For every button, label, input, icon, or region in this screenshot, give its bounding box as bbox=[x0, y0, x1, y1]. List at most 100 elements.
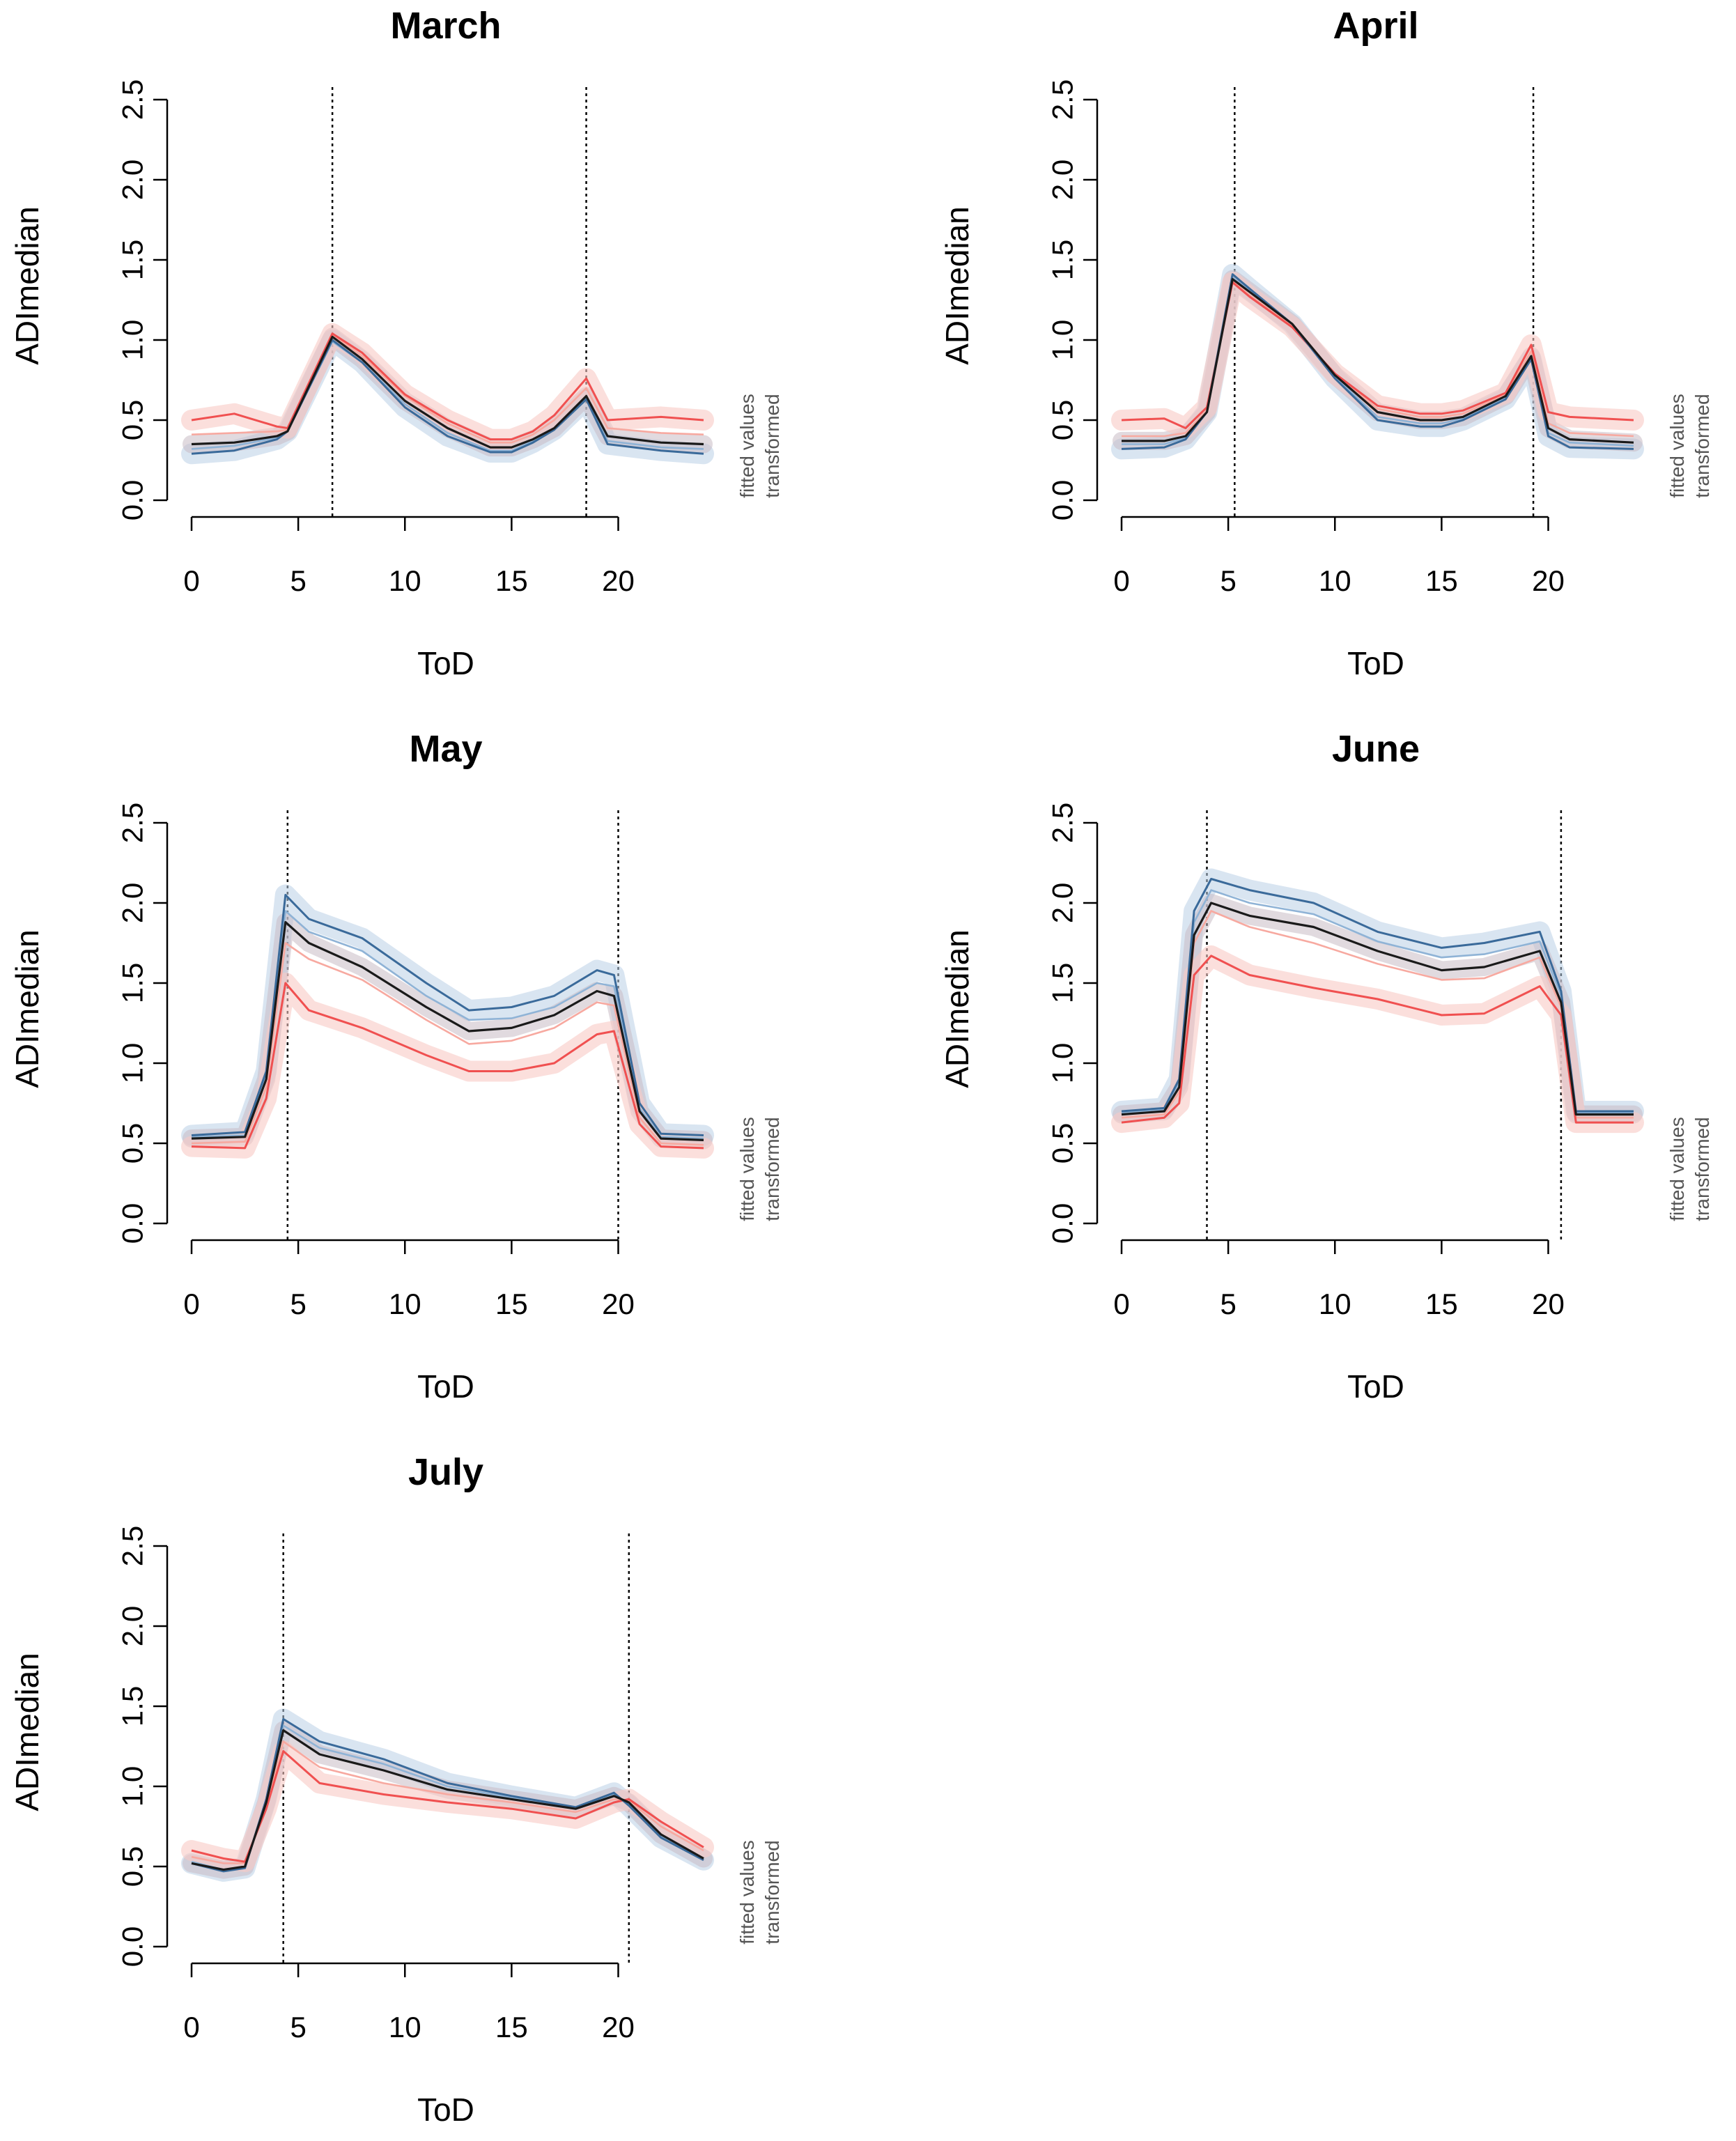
y-tick-label: 0.5 bbox=[116, 400, 149, 440]
y-axis-label: ADImedian bbox=[9, 1653, 45, 1811]
y-tick-label: 0.0 bbox=[116, 1926, 149, 1967]
y-tick-label: 2.0 bbox=[116, 1606, 149, 1646]
y-tick-label: 2.0 bbox=[1046, 160, 1079, 200]
side-label-transformed: transformed bbox=[1691, 394, 1713, 497]
x-tick-label: 10 bbox=[1319, 1288, 1351, 1320]
y-tick-label: 1.5 bbox=[116, 240, 149, 280]
x-tick-label: 15 bbox=[495, 1288, 528, 1320]
y-tick-label: 2.5 bbox=[1046, 79, 1079, 120]
chart-panel-june: June 0.0 0.5 1.0 1.5 2.0 2.5 0 5 10 15 20 ToD ADImedi… bbox=[939, 728, 1713, 1405]
x-tick-label: 10 bbox=[1319, 564, 1351, 597]
side-label-fitted-values: fitted values bbox=[1666, 394, 1688, 497]
y-tick-label: 1.0 bbox=[116, 320, 149, 360]
chart-panel-march: March 0.0 0.5 1.0 1.5 2.0 2.5 0 5 10 15 20 ToD ADImed… bbox=[9, 5, 783, 681]
chart-title: March bbox=[390, 5, 501, 47]
chart-title: May bbox=[409, 728, 482, 770]
series-line-red bbox=[1121, 281, 1634, 429]
x-tick-label: 15 bbox=[1425, 564, 1458, 597]
y-axis-label: ADImedian bbox=[9, 929, 45, 1088]
y-tick-label: 1.0 bbox=[1046, 1043, 1079, 1083]
y-axis-label: ADImedian bbox=[939, 206, 975, 365]
x-tick-label: 15 bbox=[495, 564, 528, 597]
x-tick-label: 0 bbox=[183, 2011, 199, 2043]
x-axis-label: ToD bbox=[1347, 1368, 1404, 1405]
side-label-fitted-values: fitted values bbox=[736, 1840, 758, 1944]
side-label-transformed: transformed bbox=[1691, 1117, 1713, 1221]
chart-title: April bbox=[1333, 5, 1418, 47]
x-tick-label: 20 bbox=[602, 564, 635, 597]
x-axis-label: ToD bbox=[417, 2092, 474, 2128]
side-label-fitted-values: fitted values bbox=[736, 1117, 758, 1221]
chart-panel-april: April 0.0 0.5 1.0 1.5 2.0 2.5 0 5 10 15 20 ToD ADImed… bbox=[939, 5, 1713, 681]
x-tick-label: 10 bbox=[389, 2011, 421, 2043]
side-label-fitted-values: fitted values bbox=[1666, 1117, 1688, 1221]
series-line-red-light bbox=[191, 334, 704, 444]
confidence-band-red bbox=[181, 1740, 714, 1873]
chart-title: June bbox=[1332, 728, 1420, 770]
y-tick-label: 0.0 bbox=[1046, 480, 1079, 520]
x-axis-label: ToD bbox=[1347, 645, 1404, 681]
y-tick-label: 0.0 bbox=[116, 1203, 149, 1244]
series-line-red bbox=[191, 332, 704, 441]
y-tick-label: 0.5 bbox=[116, 1123, 149, 1164]
x-tick-label: 20 bbox=[1532, 564, 1565, 597]
x-tick-label: 20 bbox=[602, 2011, 635, 2043]
side-label-transformed: transformed bbox=[761, 394, 783, 497]
series-line-blue-dark bbox=[191, 894, 704, 1136]
x-tick-label: 0 bbox=[1113, 1288, 1129, 1320]
chart-panel-july: July 0.0 0.5 1.0 1.5 2.0 2.5 0 5 10 15 20 ToD ADImedi… bbox=[9, 1451, 783, 2128]
chart-panel-may: May 0.0 0.5 1.0 1.5 2.0 2.5 0 5 10 15 20 ToD ADImedia… bbox=[9, 728, 783, 1405]
y-tick-label: 2.5 bbox=[116, 803, 149, 843]
x-axis-label: ToD bbox=[417, 1368, 474, 1405]
x-tick-label: 20 bbox=[602, 1288, 635, 1320]
chart-title: July bbox=[408, 1451, 483, 1493]
y-tick-label: 0.5 bbox=[1046, 1123, 1079, 1164]
y-tick-label: 2.5 bbox=[116, 1526, 149, 1566]
x-tick-label: 5 bbox=[1220, 564, 1236, 597]
y-tick-label: 1.5 bbox=[116, 1686, 149, 1726]
x-tick-label: 0 bbox=[183, 564, 199, 597]
x-tick-label: 5 bbox=[290, 2011, 306, 2043]
series-line-black bbox=[1121, 902, 1634, 1116]
series-line-red bbox=[1121, 954, 1634, 1124]
y-tick-label: 1.0 bbox=[1046, 320, 1079, 360]
y-tick-label: 2.0 bbox=[1046, 883, 1079, 923]
series-line-black bbox=[191, 1729, 704, 1871]
y-tick-label: 1.5 bbox=[1046, 240, 1079, 280]
series-line-black bbox=[191, 335, 704, 449]
x-tick-label: 10 bbox=[389, 1288, 421, 1320]
x-tick-label: 5 bbox=[290, 1288, 306, 1320]
y-tick-label: 0.0 bbox=[116, 480, 149, 520]
x-tick-label: 15 bbox=[495, 2011, 528, 2043]
y-tick-label: 0.5 bbox=[1046, 400, 1079, 440]
series-line-red-light bbox=[191, 942, 704, 1146]
y-tick-label: 2.5 bbox=[1046, 803, 1079, 843]
x-tick-label: 0 bbox=[183, 1288, 199, 1320]
y-tick-label: 2.0 bbox=[116, 160, 149, 200]
y-tick-label: 0.5 bbox=[116, 1846, 149, 1887]
y-tick-label: 1.0 bbox=[116, 1766, 149, 1807]
y-tick-label: 1.5 bbox=[1046, 963, 1079, 1003]
side-label-fitted-values: fitted values bbox=[736, 394, 758, 497]
x-tick-label: 0 bbox=[1113, 564, 1129, 597]
y-axis-label: ADImedian bbox=[939, 929, 975, 1088]
y-tick-label: 0.0 bbox=[1046, 1203, 1079, 1244]
y-tick-label: 1.5 bbox=[116, 963, 149, 1003]
y-tick-label: 2.0 bbox=[116, 883, 149, 923]
x-axis-label: ToD bbox=[417, 645, 474, 681]
x-tick-label: 15 bbox=[1425, 1288, 1458, 1320]
x-tick-label: 5 bbox=[1220, 1288, 1236, 1320]
series-line-black bbox=[191, 921, 704, 1141]
x-tick-label: 5 bbox=[290, 564, 306, 597]
series-line-black bbox=[1122, 278, 1634, 444]
x-tick-label: 20 bbox=[1532, 1288, 1565, 1320]
series-line-blue-dark bbox=[191, 339, 704, 455]
series-line-red bbox=[191, 982, 704, 1150]
y-axis-label: ADImedian bbox=[9, 206, 45, 365]
side-label-transformed: transformed bbox=[761, 1840, 783, 1944]
y-tick-label: 2.5 bbox=[116, 79, 149, 120]
y-tick-label: 1.0 bbox=[116, 1043, 149, 1083]
side-label-transformed: transformed bbox=[761, 1117, 783, 1221]
x-tick-label: 10 bbox=[389, 564, 421, 597]
